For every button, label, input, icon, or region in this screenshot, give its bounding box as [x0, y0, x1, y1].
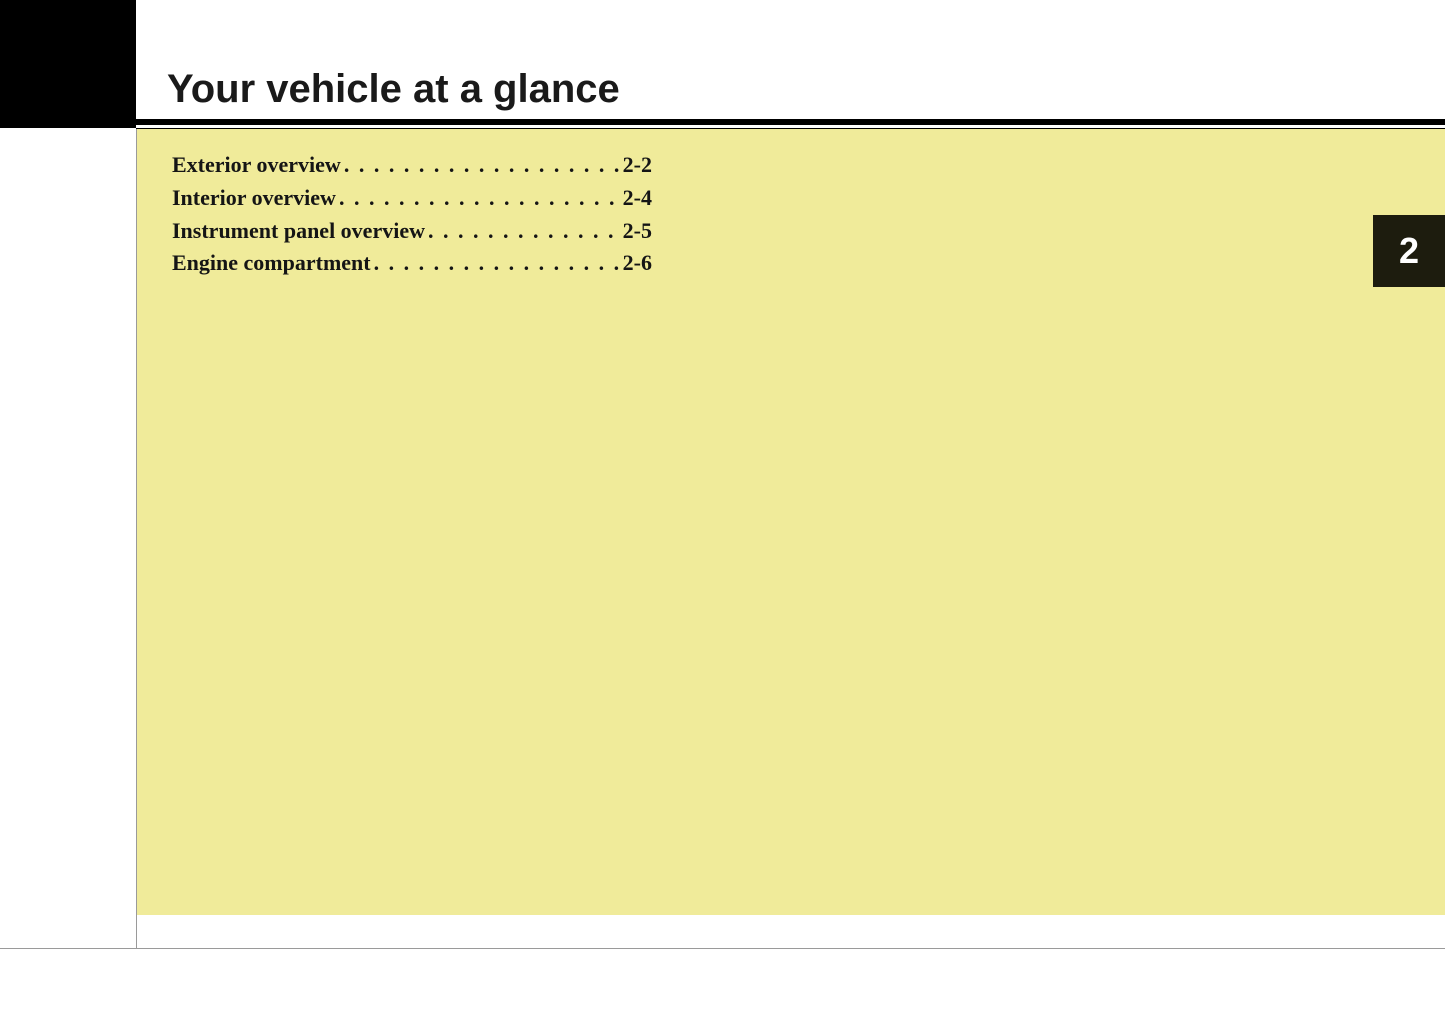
vertical-rule	[136, 129, 137, 949]
page-title: Your vehicle at a glance	[167, 67, 620, 112]
toc-leader-dots	[371, 248, 623, 279]
toc-entry-label: Instrument panel overview	[172, 216, 425, 247]
table-of-contents: Exterior overview 2-2 Interior overview …	[172, 150, 652, 281]
header-rule-thick	[136, 119, 1445, 125]
toc-leader-dots	[425, 216, 623, 247]
toc-leader-dots	[336, 183, 623, 214]
toc-entry: Instrument panel overview 2-5	[172, 216, 652, 247]
toc-leader-dots	[341, 150, 623, 181]
header: Your vehicle at a glance	[136, 0, 1445, 128]
toc-entry-page: 2-2	[623, 150, 652, 181]
corner-block	[0, 0, 136, 128]
page: Your vehicle at a glance Exterior overvi…	[0, 0, 1445, 1019]
toc-entry-label: Interior overview	[172, 183, 336, 214]
chapter-number: 2	[1399, 230, 1419, 272]
bottom-rule	[0, 948, 1445, 949]
toc-entry-page: 2-4	[623, 183, 652, 214]
chapter-tab: 2	[1373, 215, 1445, 287]
toc-entry: Exterior overview 2-2	[172, 150, 652, 181]
toc-entry: Interior overview 2-4	[172, 183, 652, 214]
toc-entry-page: 2-5	[623, 216, 652, 247]
toc-entry: Engine compartment 2-6	[172, 248, 652, 279]
toc-entry-label: Exterior overview	[172, 150, 341, 181]
toc-entry-page: 2-6	[623, 248, 652, 279]
toc-entry-label: Engine compartment	[172, 248, 371, 279]
